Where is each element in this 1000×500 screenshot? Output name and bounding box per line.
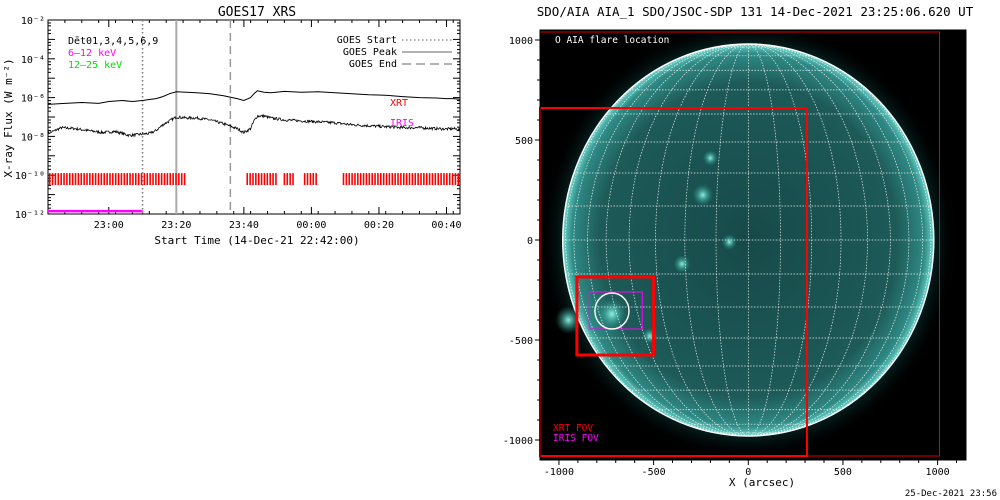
solar-longitude-line: [748, 43, 813, 437]
solar-longitude-line: [748, 43, 842, 437]
solar-longitude-line: [605, 43, 749, 437]
aia-y-tick-label: 500: [515, 136, 533, 147]
goes-y-tick-label: 10⁻¹⁰: [15, 171, 45, 182]
aia-image-layer: [540, 30, 957, 460]
goes-y-tick-label: 10⁻⁶: [21, 94, 45, 105]
goes-x-axis-label: Start Time (14-Dec-21 22:42:00): [154, 234, 359, 247]
goes-y-tick-label: 10⁻²: [21, 16, 45, 27]
aia-y-tick-label: 1000: [509, 36, 533, 47]
goes-instrument-label: IRIS: [390, 118, 414, 129]
goes-legend-left-entry: 6–12 keV: [68, 48, 116, 59]
goes-y-tick-label: 10⁻⁸: [21, 132, 45, 143]
goes-legend-left-entry: Dēt01,3,4,5,6,9: [68, 36, 158, 47]
solar-longitude-line: [573, 43, 749, 437]
goes-y-axis-label: X-ray Flux (W m⁻²): [2, 58, 15, 177]
aia-x-axis-label: X (arcsec): [729, 476, 795, 489]
active-region: [702, 150, 718, 166]
aia-x-tick-label: 500: [834, 467, 852, 478]
aia-y-tick-label: -500: [509, 336, 533, 347]
aia-y-tick-label: 0: [527, 236, 533, 247]
solar-longitude-line: [748, 43, 923, 437]
active-region: [692, 184, 714, 206]
active-region: [555, 306, 582, 334]
goes-x-tick-label: 00:20: [364, 220, 394, 231]
aia-x-tick-label: -500: [642, 467, 666, 478]
solar-longitude-line: [628, 43, 749, 437]
goes-y-tick-label: 10⁻¹²: [15, 210, 45, 221]
aia-x-tick-label: -1000: [544, 467, 574, 478]
aia-y-tick-label: -1000: [503, 436, 533, 447]
goes-legend-right-entry: GOES End: [349, 59, 397, 70]
solar-limb: [562, 43, 935, 437]
goes-flux-series-0: [47, 90, 461, 105]
goes-x-tick-label: 23:00: [94, 220, 124, 231]
goes-legend-right-entry: GOES Peak: [343, 47, 397, 58]
solar-longitude-line: [684, 43, 749, 437]
aia-x-tick-label: 0: [745, 467, 751, 478]
goes-x-tick-label: 00:00: [296, 220, 326, 231]
aia-fov-legend-entry: IRIS FOV: [553, 433, 599, 444]
active-region: [673, 255, 691, 273]
goes-flux-series-1: [47, 113, 460, 138]
solar-longitude-line: [748, 43, 891, 437]
goes-instrument-label: XRT: [390, 98, 408, 109]
goes-y-tick-label: 10⁻⁴: [21, 55, 45, 66]
aia-chart-title: SDO/AIA AIA_1 SDO/JSOC-SDP 131 14-Dec-20…: [537, 4, 974, 19]
goes-x-tick-label: 00:40: [431, 220, 461, 231]
aia-plot-area: -1000 -500 0 500 1000 -1000 -500 0 500 1000 O AIA …: [503, 29, 967, 478]
solar-longitude-line: [748, 43, 932, 437]
aia-plot-frame: [539, 29, 967, 461]
goes-x-tick-label: 23:40: [229, 220, 259, 231]
footer-timestamp: 25-Dec-2021 23:56: [905, 489, 997, 499]
goes-chart-title: GOES17 XRS: [218, 5, 296, 20]
flare-location-marker: [594, 292, 630, 330]
xrt-partial-fov: [575, 275, 656, 357]
aia-x-tick-label: 1000: [926, 467, 950, 478]
solar-longitude-line: [655, 43, 749, 437]
solar-longitude-line: [565, 43, 749, 437]
aia-flare-location-legend: O AIA flare location: [555, 35, 669, 46]
goes-plot-area: 10⁻¹² 10⁻¹⁰ 10⁻⁸ 10⁻⁶ 10⁻⁴ 10⁻² 23:00 23:20 23:4…: [15, 16, 462, 231]
aia-fov-legend-entry: XRT FOV: [553, 423, 593, 434]
active-region: [721, 234, 737, 250]
goes-legend-right-entry: GOES Start: [337, 35, 397, 46]
goes-legend-left-entry: 12–25 keV: [68, 60, 122, 71]
goes-x-tick-label: 23:20: [161, 220, 191, 231]
